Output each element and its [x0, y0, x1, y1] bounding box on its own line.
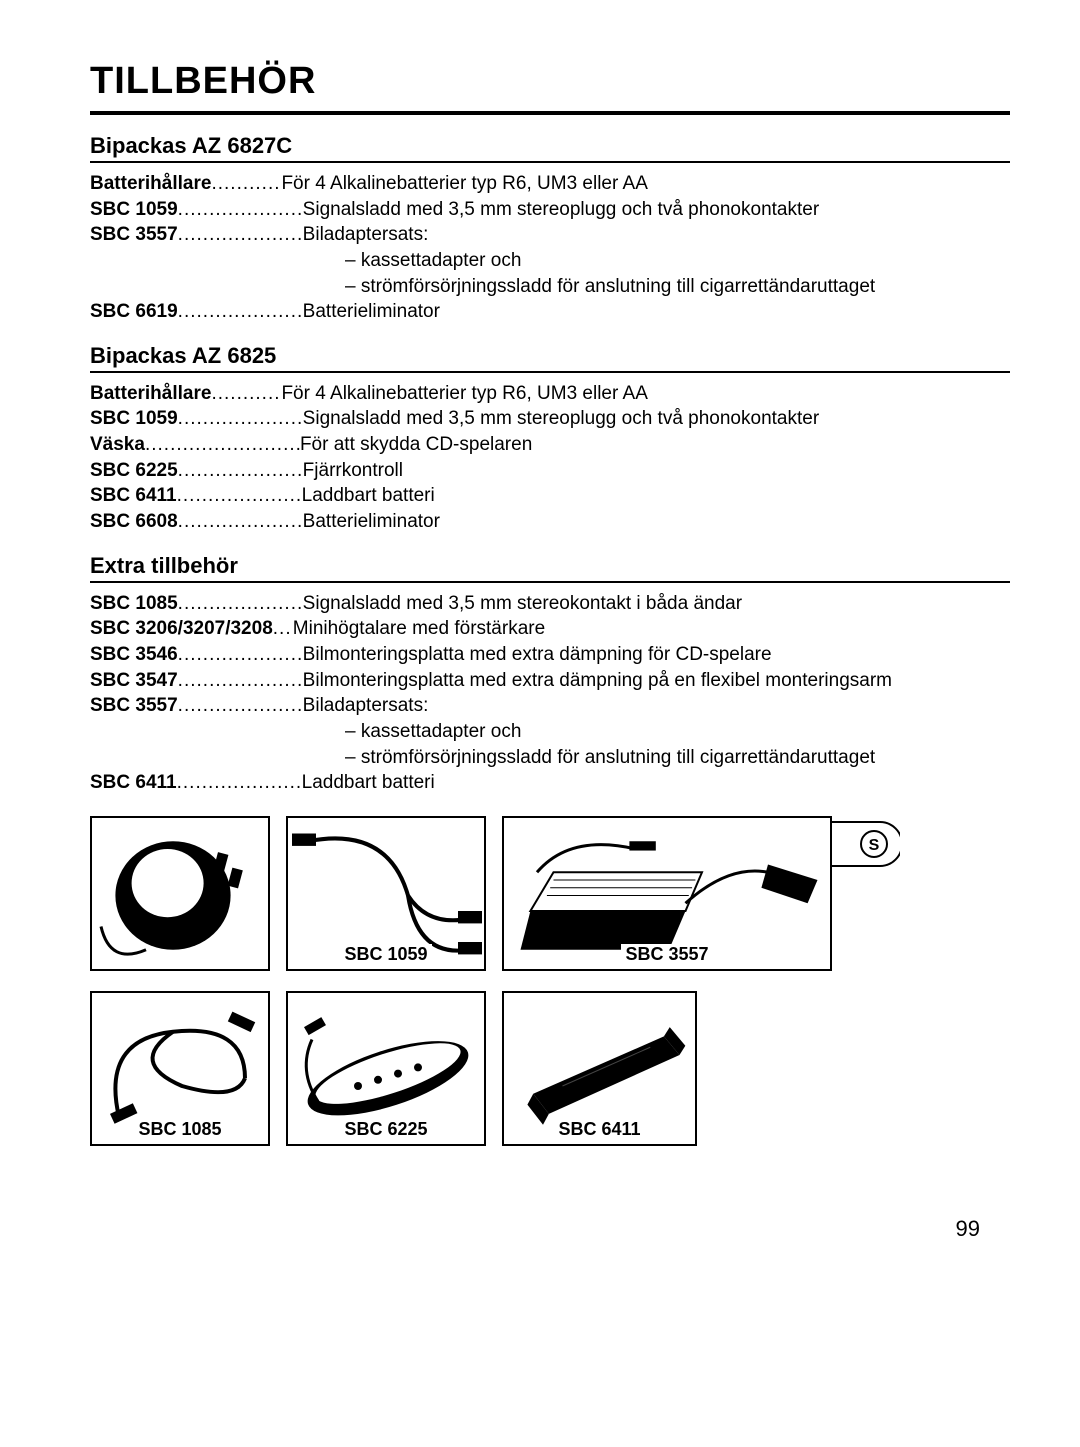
figure-box: SBC 3557 S: [502, 816, 832, 971]
spec-row: SBC 6225 Fjärrkontroll: [90, 458, 1010, 484]
figure-box: SBC 6411: [502, 991, 697, 1146]
spec-desc: Bilmonteringsplatta med extra dämpning p…: [303, 668, 892, 694]
spec-row: SBC 6619 Batterieliminator: [90, 299, 1010, 325]
spec-dots: [178, 458, 303, 484]
spec-desc: Signalsladd med 3,5 mm stereokontakt i b…: [303, 591, 742, 617]
spec-label: SBC 1059: [90, 197, 178, 223]
spec-dots: [145, 432, 300, 458]
spec-label: SBC 6411: [90, 483, 177, 509]
spec-label: SBC 3546: [90, 642, 178, 668]
spec-label: Väska: [90, 432, 145, 458]
spec-row: Väska För att skydda CD-spelaren: [90, 432, 1010, 458]
spec-row: SBC 3546 Bilmonteringsplatta med extra d…: [90, 642, 1010, 668]
spec-label: Batterihållare: [90, 171, 211, 197]
spec-subline: – kassettadapter och: [90, 248, 1010, 274]
spec-label: SBC 3557: [90, 222, 178, 248]
spec-row: Batterihållare För 4 Alkalinebatterier t…: [90, 381, 1010, 407]
spec-desc: Signalsladd med 3,5 mm stereoplugg och t…: [303, 197, 819, 223]
spec-dots: [178, 197, 303, 223]
spec-row: SBC 3557 Biladaptersats:: [90, 693, 1010, 719]
figure-box: SBC 1059: [286, 816, 486, 971]
figures-row: SBC 1085 SBC 6225 SBC 6411: [90, 991, 1010, 1146]
spec-label: SBC 3547: [90, 668, 178, 694]
section-heading: Bipackas AZ 6825: [90, 343, 1010, 373]
spec-dots: [178, 509, 303, 535]
spec-label: SBC 6225: [90, 458, 178, 484]
spec-dots: [211, 381, 281, 407]
spec-row: SBC 6411 Laddbart batteri: [90, 483, 1010, 509]
spec-row: SBC 1059 Signalsladd med 3,5 mm stereopl…: [90, 197, 1010, 223]
spec-desc: För 4 Alkalinebatterier typ R6, UM3 elle…: [281, 381, 647, 407]
spec-dots: [177, 483, 302, 509]
title-rule: [90, 111, 1010, 115]
spec-desc: För 4 Alkalinebatterier typ R6, UM3 elle…: [281, 171, 647, 197]
spec-desc: Signalsladd med 3,5 mm stereoplugg och t…: [303, 406, 819, 432]
figure-caption: SBC 1085: [134, 1119, 225, 1140]
spec-dots: [178, 642, 303, 668]
figure-caption: SBC 3557: [621, 944, 712, 965]
spec-desc: Batterieliminator: [303, 299, 440, 325]
spec-label: SBC 1085: [90, 591, 178, 617]
spec-dots: [178, 222, 303, 248]
page-number: 99: [90, 1216, 1010, 1242]
section-heading: Extra tillbehör: [90, 553, 1010, 583]
figure-box: SBC 6225: [286, 991, 486, 1146]
spec-desc: Minihögtalare med förstärkare: [293, 616, 545, 642]
svg-text:S: S: [869, 837, 880, 854]
spec-desc: Laddbart batteri: [302, 483, 435, 509]
spec-label: SBC 6608: [90, 509, 178, 535]
spec-desc: För att skydda CD-spelaren: [300, 432, 532, 458]
spec-dots: [178, 406, 303, 432]
language-badge: S: [830, 814, 900, 874]
spec-label: SBC 6619: [90, 299, 178, 325]
figure-caption: SBC 1059: [340, 944, 431, 965]
figures-container: SBC 1059 SBC 3557 S SBC 1085: [90, 816, 1010, 1146]
spec-label: Batterihållare: [90, 381, 211, 407]
spec-dots: [211, 171, 281, 197]
section-heading: Bipackas AZ 6827C: [90, 133, 1010, 163]
figure-caption: SBC 6225: [340, 1119, 431, 1140]
spec-desc: Biladaptersats:: [303, 222, 429, 248]
spec-row: SBC 3557 Biladaptersats:: [90, 222, 1010, 248]
spec-dots: [178, 693, 303, 719]
spec-desc: Fjärrkontroll: [303, 458, 403, 484]
spec-row: SBC 3206/3207/3208 Minihögtalare med för…: [90, 616, 1010, 642]
spec-dots: [177, 770, 302, 796]
spec-row: Batterihållare För 4 Alkalinebatterier t…: [90, 171, 1010, 197]
spec-label: SBC 1059: [90, 406, 178, 432]
spec-dots: [178, 299, 303, 325]
spec-dots: [178, 668, 303, 694]
figure-caption: SBC 6411: [554, 1119, 644, 1140]
figure-box: [90, 816, 270, 971]
spec-label: SBC 3557: [90, 693, 178, 719]
spec-subline: – strömförsörjningssladd för anslutning …: [90, 745, 1010, 771]
spec-desc: Batterieliminator: [303, 509, 440, 535]
spec-subline: – kassettadapter och: [90, 719, 1010, 745]
spec-desc: Laddbart batteri: [302, 770, 435, 796]
sections-container: Bipackas AZ 6827C Batterihållare För 4 Al…: [90, 133, 1010, 796]
spec-label: SBC 6411: [90, 770, 177, 796]
page-title: TILLBEHÖR: [90, 60, 1010, 103]
spec-desc: Biladaptersats:: [303, 693, 429, 719]
spec-row: SBC 6608 Batterieliminator: [90, 509, 1010, 535]
figures-row: SBC 1059 SBC 3557 S: [90, 816, 1010, 971]
spec-dots: [178, 591, 303, 617]
spec-row: SBC 1085 Signalsladd med 3,5 mm stereoko…: [90, 591, 1010, 617]
spec-row: SBC 1059 Signalsladd med 3,5 mm stereopl…: [90, 406, 1010, 432]
spec-label: SBC 3206/3207/3208: [90, 616, 273, 642]
spec-dots: [273, 616, 293, 642]
spec-row: SBC 6411 Laddbart batteri: [90, 770, 1010, 796]
figure-box: SBC 1085: [90, 991, 270, 1146]
spec-subline: – strömförsörjningssladd för anslutning …: [90, 274, 1010, 300]
spec-desc: Bilmonteringsplatta med extra dämpning f…: [303, 642, 772, 668]
spec-row: SBC 3547 Bilmonteringsplatta med extra d…: [90, 668, 1010, 694]
